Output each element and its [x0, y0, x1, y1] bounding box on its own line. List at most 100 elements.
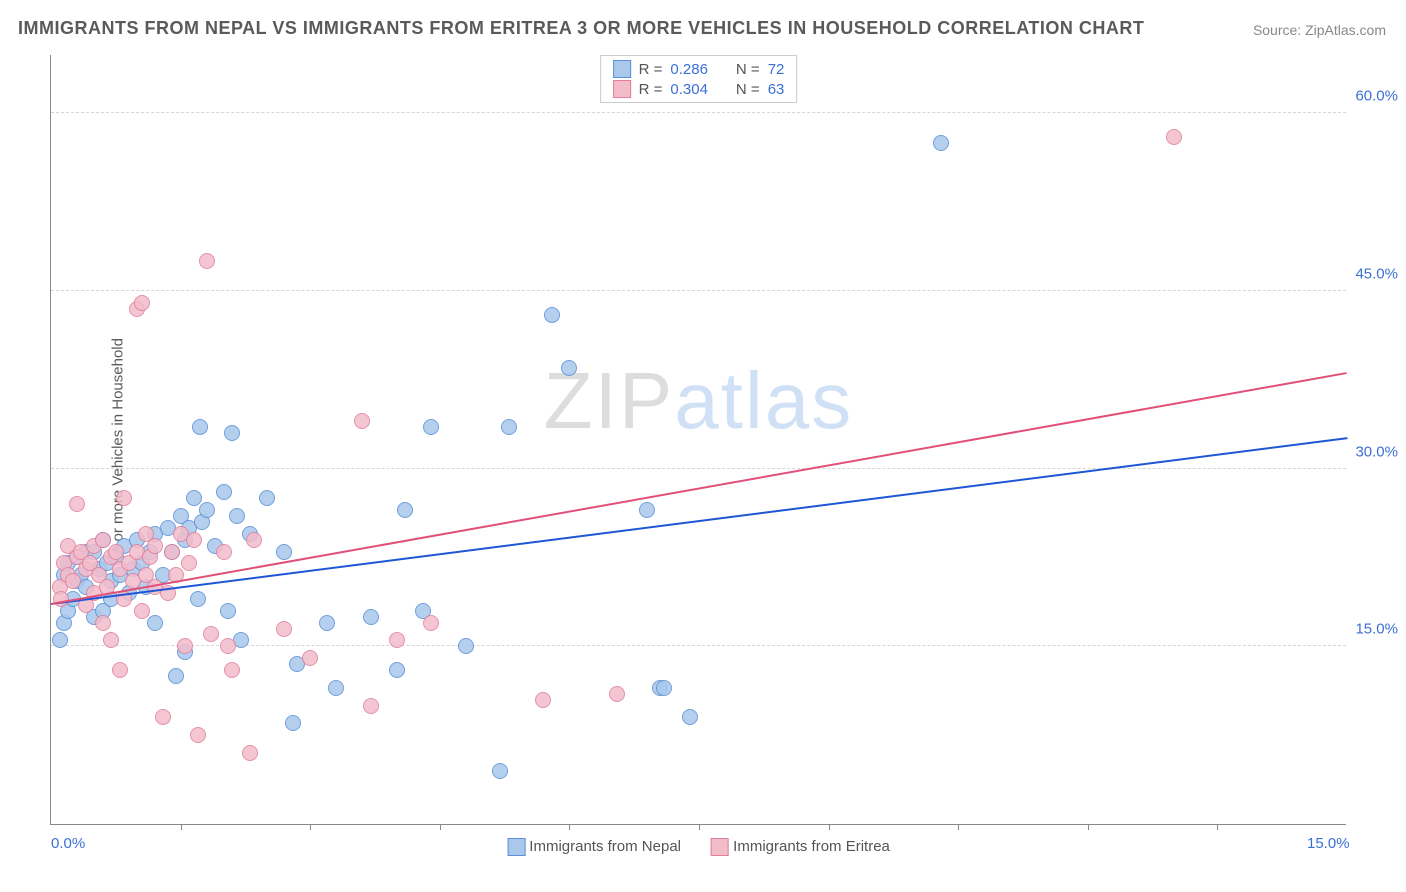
data-point: [933, 135, 949, 151]
data-point: [363, 698, 379, 714]
data-point: [95, 615, 111, 631]
data-point: [682, 709, 698, 725]
x-tick-mark: [958, 824, 959, 830]
data-point: [492, 763, 508, 779]
legend-item: Immigrants from Eritrea: [711, 838, 890, 856]
trend-line: [51, 372, 1347, 605]
y-tick-label: 60.0%: [1355, 88, 1398, 105]
legend-swatch: [507, 838, 525, 856]
data-point: [103, 632, 119, 648]
data-point: [656, 680, 672, 696]
gridline: [51, 290, 1346, 291]
data-point: [259, 490, 275, 506]
data-point: [501, 419, 517, 435]
legend-r-value: 0.304: [670, 81, 708, 98]
data-point: [134, 295, 150, 311]
x-tick-mark: [829, 824, 830, 830]
y-tick-label: 30.0%: [1355, 443, 1398, 460]
data-point: [116, 490, 132, 506]
data-point: [389, 632, 405, 648]
gridline: [51, 468, 1346, 469]
data-point: [1166, 129, 1182, 145]
data-point: [220, 603, 236, 619]
data-point: [285, 715, 301, 731]
plot-area: ZIPatlas R =0.286N =72R =0.304N =63 Immi…: [50, 55, 1346, 825]
data-point: [186, 490, 202, 506]
legend-n-label: N =: [736, 81, 760, 98]
legend-item: Immigrants from Nepal: [507, 838, 681, 856]
data-point: [164, 544, 180, 560]
legend-row: R =0.286N =72: [613, 60, 785, 78]
data-point: [246, 532, 262, 548]
data-point: [177, 638, 193, 654]
x-tick-mark: [440, 824, 441, 830]
data-point: [423, 419, 439, 435]
legend-n-value: 72: [768, 61, 785, 78]
legend-series-name: Immigrants from Eritrea: [733, 838, 890, 855]
data-point: [423, 615, 439, 631]
data-point: [65, 573, 81, 589]
legend-swatch: [613, 80, 631, 98]
data-point: [561, 360, 577, 376]
x-tick-label: 15.0%: [1307, 835, 1350, 852]
data-point: [192, 419, 208, 435]
correlation-legend: R =0.286N =72R =0.304N =63: [600, 55, 798, 103]
series-legend: Immigrants from Nepal Immigrants from Er…: [507, 838, 890, 856]
data-point: [203, 626, 219, 642]
legend-row: R = 0.304 N = 63: [613, 80, 785, 98]
x-tick-mark: [181, 824, 182, 830]
legend-swatch: [613, 60, 631, 78]
data-point: [319, 615, 335, 631]
x-tick-mark: [1217, 824, 1218, 830]
x-tick-mark: [699, 824, 700, 830]
data-point: [108, 544, 124, 560]
data-point: [354, 413, 370, 429]
trend-line: [51, 437, 1347, 605]
legend-r-label: R =: [639, 61, 663, 78]
y-tick-label: 15.0%: [1355, 621, 1398, 638]
legend-series-name: Immigrants from Nepal: [529, 838, 681, 855]
x-tick-label: 0.0%: [51, 835, 85, 852]
legend-swatch: [711, 838, 729, 856]
data-point: [389, 662, 405, 678]
data-point: [186, 532, 202, 548]
data-point: [363, 609, 379, 625]
data-point: [328, 680, 344, 696]
data-point: [544, 307, 560, 323]
data-point: [302, 650, 318, 666]
data-point: [190, 727, 206, 743]
data-point: [535, 692, 551, 708]
data-point: [53, 591, 69, 607]
data-point: [147, 538, 163, 554]
data-point: [134, 603, 150, 619]
x-tick-mark: [569, 824, 570, 830]
legend-n-value: 63: [768, 81, 785, 98]
data-point: [168, 668, 184, 684]
data-point: [224, 425, 240, 441]
legend-n-label: N =: [736, 61, 760, 78]
data-point: [609, 686, 625, 702]
data-point: [199, 502, 215, 518]
data-point: [112, 662, 128, 678]
source-label: Source: ZipAtlas.com: [1253, 22, 1386, 38]
data-point: [276, 621, 292, 637]
data-point: [190, 591, 206, 607]
gridline: [51, 112, 1346, 113]
data-point: [52, 632, 68, 648]
chart-title: IMMIGRANTS FROM NEPAL VS IMMIGRANTS FROM…: [18, 18, 1144, 39]
x-tick-mark: [310, 824, 311, 830]
watermark-part2: atlas: [674, 356, 853, 445]
data-point: [69, 496, 85, 512]
data-point: [216, 544, 232, 560]
watermark: ZIPatlas: [544, 355, 853, 447]
data-point: [229, 508, 245, 524]
data-point: [276, 544, 292, 560]
data-point: [397, 502, 413, 518]
data-point: [95, 532, 111, 548]
data-point: [155, 709, 171, 725]
y-tick-label: 45.0%: [1355, 265, 1398, 282]
data-point: [181, 555, 197, 571]
data-point: [242, 745, 258, 761]
legend-r-label: R =: [639, 81, 663, 98]
data-point: [220, 638, 236, 654]
